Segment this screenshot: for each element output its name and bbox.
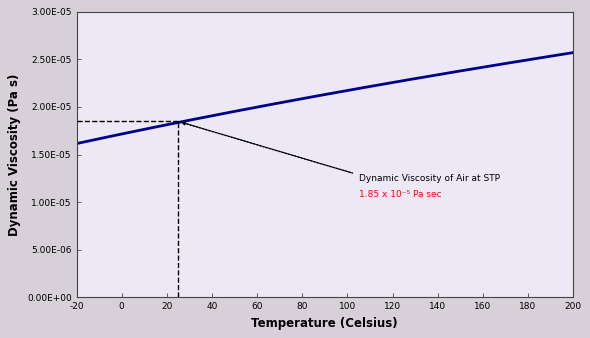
Text: Dynamic Viscosity of Air at STP: Dynamic Viscosity of Air at STP [359, 174, 500, 183]
X-axis label: Temperature (Celsius): Temperature (Celsius) [251, 317, 398, 330]
Y-axis label: Dynamic Viscosity (Pa s): Dynamic Viscosity (Pa s) [8, 73, 21, 236]
Text: 1.85 x 10⁻⁵ Pa sec: 1.85 x 10⁻⁵ Pa sec [359, 190, 441, 199]
